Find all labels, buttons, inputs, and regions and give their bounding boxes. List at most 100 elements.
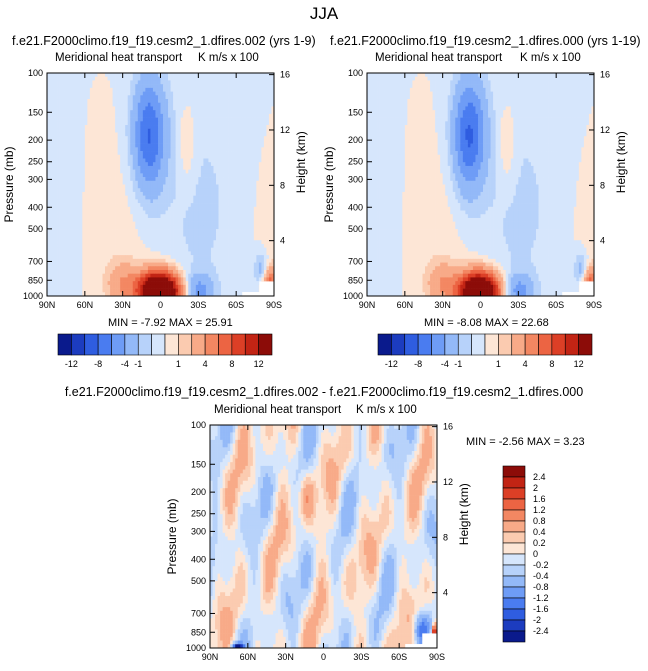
panel-1-cell bbox=[186, 80, 189, 84]
panel-1-cell bbox=[186, 218, 189, 222]
panel-1-cell bbox=[256, 263, 259, 267]
panel-1-cell bbox=[213, 177, 216, 181]
panel-1-cell bbox=[213, 170, 216, 174]
panel-1-cell bbox=[105, 88, 108, 92]
panel-1-cell bbox=[143, 95, 146, 99]
panel-1-cell bbox=[118, 147, 121, 151]
panel-1-cell bbox=[176, 151, 179, 155]
panel-1-cell bbox=[108, 173, 111, 177]
panel-1-cell bbox=[186, 95, 189, 99]
panel-1-cell bbox=[57, 155, 60, 159]
panel-1-cell bbox=[171, 158, 174, 162]
panel-1-cell bbox=[85, 84, 88, 88]
panel-1-cell bbox=[246, 99, 249, 103]
panel-1-cell bbox=[211, 211, 214, 215]
panel-1-cell bbox=[181, 188, 184, 192]
panel-1-cell bbox=[108, 129, 111, 133]
panel-1-cell bbox=[133, 99, 136, 103]
panel-1-cell bbox=[213, 147, 216, 151]
panel-1-cell bbox=[259, 162, 262, 166]
panel-1-cell bbox=[221, 233, 224, 237]
panel-1-cell bbox=[140, 207, 143, 211]
panel-1-cell bbox=[105, 255, 108, 259]
panel-1-cell bbox=[118, 125, 121, 129]
panel-1-cell bbox=[206, 147, 209, 151]
panel-1-cell bbox=[113, 248, 116, 252]
panel-1-cell bbox=[155, 84, 158, 88]
panel-1-cell bbox=[208, 188, 211, 192]
panel-1-cell bbox=[153, 259, 156, 263]
panel-1-cell bbox=[226, 177, 229, 181]
panel-1-cell bbox=[244, 192, 247, 196]
panel-1-cell bbox=[186, 185, 189, 189]
panel-1-cell bbox=[120, 162, 123, 166]
panel-1-cell bbox=[219, 155, 222, 159]
panel-1-cell bbox=[183, 73, 186, 77]
panel-1-cell bbox=[246, 188, 249, 192]
panel-1-cell bbox=[269, 121, 272, 125]
panel-1-cell bbox=[92, 166, 95, 170]
panel-1-cell bbox=[130, 125, 133, 129]
panel-1-cell bbox=[236, 248, 239, 252]
panel-1-cell bbox=[211, 147, 214, 151]
panel-1-cell bbox=[77, 233, 80, 237]
panel-1-cell bbox=[128, 173, 131, 177]
panel-1-cell bbox=[213, 77, 216, 81]
panel-1-cell bbox=[188, 80, 191, 84]
panel-1-cell bbox=[219, 110, 222, 114]
panel-1-cell bbox=[95, 274, 98, 278]
panel-1-cell bbox=[191, 151, 194, 155]
panel-1-cell bbox=[203, 114, 206, 118]
panel-1-cell bbox=[261, 248, 264, 252]
panel-1-cell bbox=[229, 192, 232, 196]
panel-1-cell bbox=[115, 73, 118, 77]
panel-1-cell bbox=[216, 166, 219, 170]
panel-1-cell bbox=[163, 263, 166, 267]
panel-1-cell bbox=[178, 270, 181, 274]
panel-1-cell bbox=[60, 188, 63, 192]
panel-1-cell bbox=[105, 173, 108, 177]
panel-1-cell bbox=[206, 155, 209, 159]
panel-1-cell bbox=[62, 255, 65, 259]
panel-1-cell bbox=[178, 95, 181, 99]
panel-1-cell bbox=[219, 196, 222, 200]
panel-1-cell bbox=[140, 170, 143, 174]
panel-1-cell bbox=[102, 147, 105, 151]
panel-1-cell bbox=[55, 162, 58, 166]
panel-1-cell bbox=[193, 114, 196, 118]
panel-1-cell bbox=[259, 106, 262, 110]
panel-1-cell bbox=[50, 211, 53, 215]
panel-1-cell bbox=[171, 80, 174, 84]
panel-1-cell bbox=[130, 218, 133, 222]
panel-1-cell bbox=[191, 129, 194, 133]
panel-1-cell bbox=[216, 173, 219, 177]
panel-1-cell bbox=[148, 84, 151, 88]
panel-1-cell bbox=[57, 203, 60, 207]
panel-1-cell bbox=[193, 121, 196, 125]
panel-1-cell bbox=[128, 255, 131, 259]
panel-1-cell bbox=[65, 166, 68, 170]
panel-1-cell bbox=[115, 255, 118, 259]
panel-1-cell bbox=[254, 251, 257, 255]
panel-1-cell bbox=[75, 248, 78, 252]
panel-1-cell bbox=[168, 214, 171, 218]
panel-1-cell bbox=[153, 222, 156, 226]
panel-1-cell bbox=[166, 162, 169, 166]
panel-1-cell bbox=[150, 255, 153, 259]
panel-1-cell bbox=[57, 166, 60, 170]
panel-1-cell bbox=[158, 214, 161, 218]
panel-1-cell bbox=[256, 162, 259, 166]
panel-1-cell bbox=[246, 222, 249, 226]
panel-1-cell bbox=[171, 259, 174, 263]
panel-1-cell bbox=[249, 103, 252, 107]
panel-1-cell bbox=[80, 177, 83, 181]
panel-1-cell bbox=[226, 251, 229, 255]
panel-1-cell bbox=[125, 121, 128, 125]
panel-1-cell bbox=[171, 237, 174, 241]
panel-1-cell bbox=[92, 207, 95, 211]
panel-1-cell bbox=[158, 136, 161, 140]
panel-1-cell bbox=[254, 173, 257, 177]
panel-1-cell bbox=[259, 118, 262, 122]
panel-1-cell bbox=[102, 218, 105, 222]
panel-1-cell bbox=[50, 103, 53, 107]
